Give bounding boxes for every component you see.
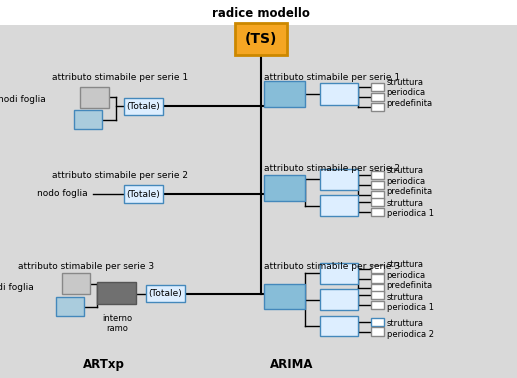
Bar xyxy=(320,316,358,336)
Bar xyxy=(371,171,384,179)
Text: radice modello: radice modello xyxy=(212,7,310,20)
Text: interno
ramo: interno ramo xyxy=(102,314,132,333)
Text: attributo stimabile per serie 3: attributo stimabile per serie 3 xyxy=(264,262,400,271)
Text: nodi foglia: nodi foglia xyxy=(0,283,34,292)
Text: attributo stimabile per serie 1: attributo stimabile per serie 1 xyxy=(264,73,400,82)
Text: (Totale): (Totale) xyxy=(127,102,160,111)
Text: struttura
periodica
predefinita: struttura periodica predefinita xyxy=(387,78,433,108)
Text: struttura
periodica
predefinita: struttura periodica predefinita xyxy=(387,166,433,196)
Bar xyxy=(371,318,384,326)
Bar xyxy=(80,87,109,108)
Bar xyxy=(264,175,305,201)
Bar xyxy=(124,185,163,203)
Bar xyxy=(124,98,163,115)
Bar xyxy=(371,284,384,293)
Bar xyxy=(320,83,358,105)
Bar xyxy=(74,110,102,129)
Text: ARTxp: ARTxp xyxy=(83,358,124,371)
Bar xyxy=(264,81,305,107)
Bar xyxy=(371,93,384,101)
Text: struttura
periodica
predefinita: struttura periodica predefinita xyxy=(387,260,433,290)
Text: attributo stimabile per serie 1: attributo stimabile per serie 1 xyxy=(52,73,188,82)
Bar xyxy=(371,208,384,216)
Text: struttura
periodica 1: struttura periodica 1 xyxy=(387,293,434,313)
Bar xyxy=(371,83,384,91)
Bar xyxy=(371,191,384,199)
Text: attributo stimabile per serie 3: attributo stimabile per serie 3 xyxy=(18,262,154,271)
Text: ARIMA: ARIMA xyxy=(270,358,314,371)
Text: (Totale): (Totale) xyxy=(148,289,182,298)
Bar xyxy=(371,198,384,206)
Bar xyxy=(97,282,136,304)
Text: struttura
periodica 1: struttura periodica 1 xyxy=(387,199,434,218)
Bar xyxy=(320,195,358,216)
Bar xyxy=(235,23,287,55)
Bar xyxy=(371,274,384,283)
Bar xyxy=(264,284,305,309)
Bar xyxy=(371,291,384,299)
Text: nodo foglia: nodo foglia xyxy=(37,189,88,198)
Text: (TS): (TS) xyxy=(245,32,277,46)
Bar xyxy=(62,273,90,294)
Text: struttura
periodica 2: struttura periodica 2 xyxy=(387,319,434,339)
Text: attributo stimabile per serie 2: attributo stimabile per serie 2 xyxy=(52,171,188,180)
Bar xyxy=(371,301,384,309)
Text: nodi foglia: nodi foglia xyxy=(0,95,45,104)
Bar xyxy=(371,181,384,189)
Bar xyxy=(146,285,185,302)
Bar xyxy=(371,265,384,273)
Text: (Totale): (Totale) xyxy=(127,190,160,198)
Bar xyxy=(371,103,384,111)
Bar xyxy=(371,327,384,336)
Bar xyxy=(320,169,358,190)
Bar xyxy=(320,289,358,310)
Bar xyxy=(320,263,358,284)
Text: attributo stimabile per serie 2: attributo stimabile per serie 2 xyxy=(264,164,400,173)
Bar xyxy=(56,297,84,316)
